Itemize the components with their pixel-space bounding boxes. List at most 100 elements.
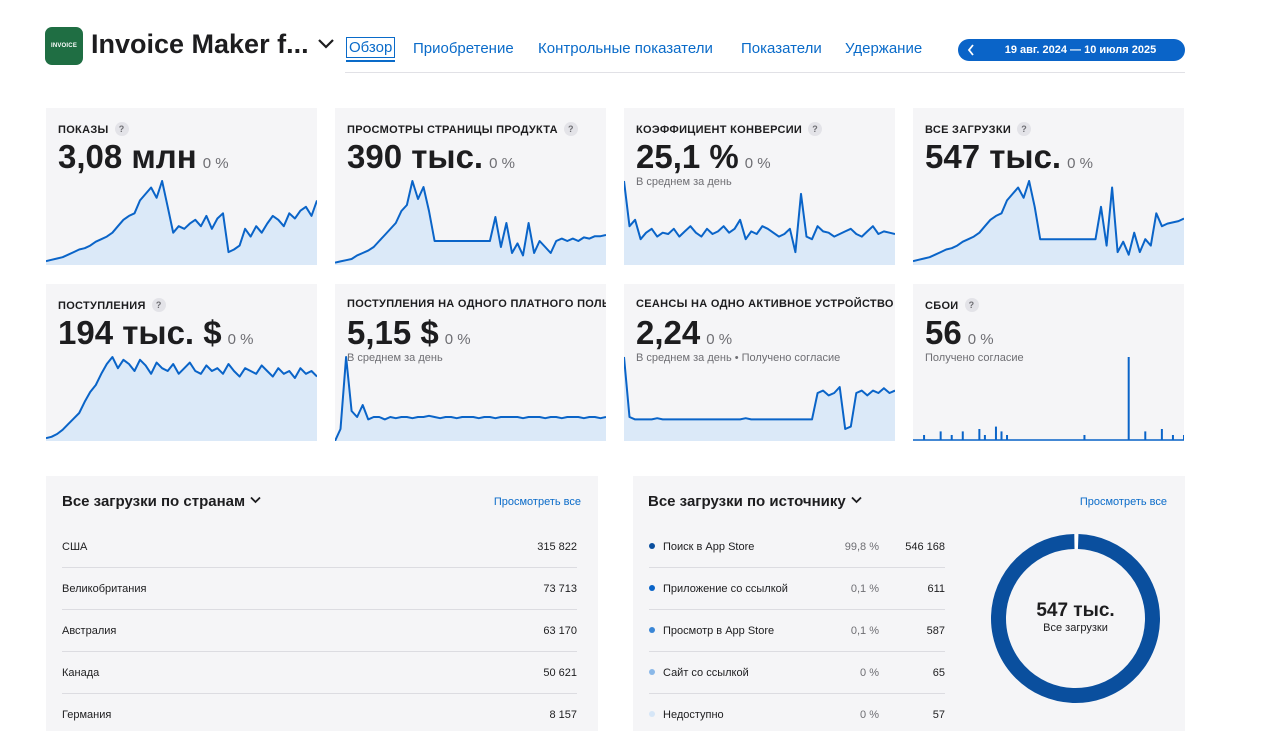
kpi-label: ПОСТУПЛЕНИЯ НА ОДНОГО ПЛАТНОГО ПОЛЬЗ	[347, 298, 606, 310]
app-title[interactable]: Invoice Maker f...	[91, 29, 309, 59]
sparkline-area	[46, 181, 317, 265]
date-range-button[interactable]: 19 авг. 2024 — 10 июля 2025	[958, 39, 1185, 61]
country-downloads: 8 157	[549, 709, 577, 721]
sources-title[interactable]: Все загрузки по источнику	[648, 493, 862, 510]
chevron-down-icon[interactable]	[250, 496, 261, 504]
countries-view-all-link[interactable]: Просмотреть все	[493, 496, 581, 508]
tab-metrics[interactable]: Показатели	[741, 40, 822, 57]
chevron-left-icon[interactable]	[967, 44, 975, 56]
sparkline-chart	[913, 180, 1184, 265]
kpi-value: 5,15 $0 %	[347, 314, 471, 351]
tab-retention[interactable]: Удержание	[845, 40, 923, 57]
source-downloads: 587	[926, 625, 945, 637]
source-row[interactable]: Недоступно 0 % 57	[649, 694, 945, 731]
sparkline-line	[624, 180, 895, 254]
countries-title[interactable]: Все загрузки по странам	[62, 493, 261, 510]
kpi-change: 0 %	[967, 331, 994, 348]
donut-total-label: Все загрузки	[1043, 622, 1108, 634]
country-downloads: 315 822	[537, 541, 577, 553]
country-downloads: 63 170	[543, 625, 577, 637]
source-downloads: 611	[927, 583, 945, 595]
sparkline-area	[913, 181, 1184, 265]
countries-panel: Все загрузки по странам Просмотреть все …	[46, 476, 598, 731]
kpi-subtitle: В среднем за день	[347, 352, 443, 364]
source-downloads: 57	[932, 709, 945, 721]
legend-dot	[649, 711, 655, 717]
country-name: Великобритания	[62, 583, 147, 595]
kpi-change: 0 %	[444, 331, 471, 348]
source-row[interactable]: Просмотр в App Store 0,1 % 587	[649, 610, 945, 652]
kpi-change: 0 %	[706, 331, 733, 348]
countries-title-label: Все загрузки по странам	[62, 493, 246, 510]
country-row[interactable]: США 315 822	[62, 526, 577, 568]
kpi-label: ПОКАЗЫ?	[58, 122, 129, 136]
chevron-down-icon[interactable]	[317, 37, 335, 51]
chevron-down-icon[interactable]	[851, 496, 862, 504]
help-icon[interactable]: ?	[151, 298, 166, 312]
source-name: Недоступно	[649, 694, 724, 731]
sparkline-area	[624, 181, 895, 265]
country-row[interactable]: Великобритания 73 713	[62, 568, 577, 610]
kpi-card-product-page-views[interactable]: ПРОСМОТРЫ СТРАНИЦЫ ПРОДУКТА? 390 тыс. 0 %	[335, 108, 606, 265]
kpi-card-conversion-rate[interactable]: КОЭФФИЦИЕНТ КОНВЕРСИИ? 25,1 % 0 % В среднем…	[624, 108, 895, 265]
source-downloads: 546 168	[905, 541, 945, 553]
sparkline-chart	[46, 356, 317, 441]
sparkline-chart	[335, 356, 606, 441]
tab-overview[interactable]: Обзор	[346, 37, 396, 62]
tab-acquisition[interactable]: Приобретение	[413, 40, 514, 57]
downloads-donut-chart	[991, 534, 1160, 704]
kpi-card-total-downloads[interactable]: ВСЕ ЗАГРУЗКИ? 547 тыс. 0 %	[913, 108, 1184, 265]
tab-benchmarks[interactable]: Контрольные показатели	[538, 40, 713, 57]
legend-dot	[649, 585, 655, 591]
country-downloads: 73 713	[543, 583, 577, 595]
sparkline-area	[46, 357, 317, 441]
sparkline-line	[624, 356, 895, 430]
source-name: Поиск в App Store	[649, 526, 754, 568]
kpi-value: 390 тыс. 0 %	[347, 138, 515, 175]
help-icon[interactable]: ?	[808, 122, 823, 136]
sources-view-all-link[interactable]: Просмотреть все	[1079, 496, 1167, 508]
sparkline-line	[46, 180, 317, 263]
source-percent: 0 %	[860, 709, 879, 721]
source-row[interactable]: Приложение со ссылкой 0,1 % 611	[649, 568, 945, 610]
sparkline-chart	[46, 180, 317, 265]
row-divider	[62, 609, 577, 610]
country-row[interactable]: Канада 50 621	[62, 652, 577, 694]
legend-dot	[649, 543, 655, 549]
kpi-change: 0 %	[489, 155, 515, 172]
kpi-card-crashes[interactable]: СБОИ? 56 0 % Получено согласие	[913, 284, 1184, 441]
kpi-card-proceeds[interactable]: ПОСТУПЛЕНИЯ? 194 тыс. $0 %	[46, 284, 317, 441]
help-icon[interactable]: ?	[114, 122, 129, 136]
kpi-card-proceeds-per-paying-user[interactable]: ПОСТУПЛЕНИЯ НА ОДНОГО ПЛАТНОГО ПОЛЬЗ 5,15…	[335, 284, 606, 441]
kpi-card-impressions[interactable]: ПОКАЗЫ? 3,08 млн 0 %	[46, 108, 317, 265]
kpi-card-sessions-per-active-device[interactable]: СЕАНСЫ НА ОДНО АКТИВНОЕ УСТРОЙСТВО 2,24 0 …	[624, 284, 895, 441]
kpi-change: 0 %	[202, 155, 229, 172]
sources-title-label: Все загрузки по источнику	[648, 493, 846, 510]
kpi-subtitle: В среднем за день	[636, 176, 732, 188]
source-percent: 0 %	[860, 667, 879, 679]
row-divider	[649, 609, 945, 610]
header-divider	[345, 72, 1185, 73]
kpi-value: 547 тыс. 0 %	[925, 138, 1093, 175]
country-row[interactable]: Австралия 63 170	[62, 610, 577, 652]
kpi-value: 3,08 млн 0 %	[58, 138, 229, 175]
country-row[interactable]: Германия 8 157	[62, 694, 577, 731]
kpi-label: ПРОСМОТРЫ СТРАНИЦЫ ПРОДУКТА?	[347, 122, 578, 136]
help-icon[interactable]: ?	[964, 298, 979, 312]
kpi-value: 2,24 0 %	[636, 314, 733, 351]
sparkline-chart	[335, 180, 606, 265]
kpi-change: 0 %	[744, 155, 771, 172]
help-icon[interactable]: ?	[1017, 122, 1032, 136]
date-range-label: 19 авг. 2024 — 10 июля 2025	[1004, 44, 1157, 56]
source-downloads: 65	[932, 667, 945, 679]
kpi-label: ВСЕ ЗАГРУЗКИ?	[925, 122, 1032, 136]
source-row[interactable]: Поиск в App Store 99,8 % 546 168	[649, 526, 945, 568]
help-icon[interactable]: ?	[563, 122, 578, 136]
sparkline-area	[335, 181, 606, 265]
row-divider	[62, 651, 577, 652]
source-row[interactable]: Сайт со ссылкой 0 % 65	[649, 652, 945, 694]
kpi-label: СЕАНСЫ НА ОДНО АКТИВНОЕ УСТРОЙСТВО	[636, 298, 894, 310]
country-downloads: 50 621	[543, 667, 577, 679]
source-name: Приложение со ссылкой	[649, 568, 788, 610]
kpi-value: 194 тыс. $0 %	[58, 314, 254, 351]
